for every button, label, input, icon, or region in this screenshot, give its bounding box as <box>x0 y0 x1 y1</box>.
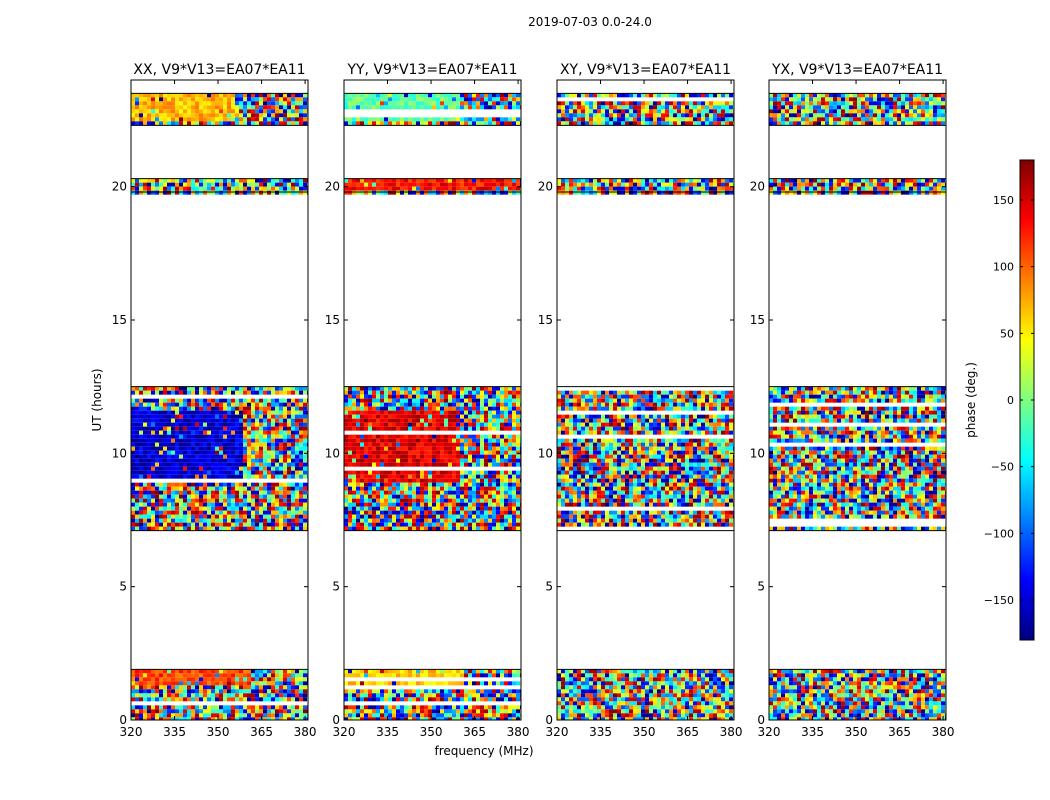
y-tick-label: 20 <box>112 180 127 194</box>
x-tick-label: 335 <box>163 725 186 739</box>
x-tick-label: 335 <box>589 725 612 739</box>
x-tick-label: 350 <box>207 725 230 739</box>
y-tick-label: 0 <box>757 713 765 727</box>
x-tick-label: 335 <box>376 725 399 739</box>
heatmap-panel: XX, V9*V13=EA07*EA11 320 335 350 365 380 0 5 10 1… <box>112 62 317 739</box>
axes-frame <box>556 79 735 721</box>
heatmap-cells <box>557 92 734 720</box>
panel-title: XY, V9*V13=EA07*EA11 <box>560 62 731 78</box>
x-tick-label: 320 <box>120 725 143 739</box>
heatmap-cells <box>769 92 946 720</box>
colorbar-ticks: 150 100 50 0 −50 −100 −150 <box>984 194 1034 607</box>
x-tick-label: 380 <box>720 725 743 739</box>
x-tick-label: 380 <box>932 725 955 739</box>
y-tick-label: 15 <box>538 313 553 327</box>
x-tick-label: 365 <box>676 725 699 739</box>
x-tick-label: 365 <box>888 725 911 739</box>
y-tick-label: 15 <box>112 313 127 327</box>
panel-title: XX, V9*V13=EA07*EA11 <box>133 62 305 78</box>
colorbar-tick-label: 0 <box>1007 394 1014 407</box>
heatmap-cells <box>344 92 521 720</box>
y-tick-label: 0 <box>332 713 340 727</box>
x-tick-label: 380 <box>507 725 530 739</box>
x-tick-label: 365 <box>250 725 273 739</box>
x-tick-label: 350 <box>845 725 868 739</box>
x-tick-label: 350 <box>420 725 443 739</box>
y-tick-label: 10 <box>538 446 553 460</box>
y-tick-label: 5 <box>119 580 127 594</box>
y-tick-label: 5 <box>757 580 765 594</box>
panel-title: YY, V9*V13=EA07*EA11 <box>346 62 517 78</box>
colorbar-tick-label: 50 <box>1000 327 1014 340</box>
y-tick-label: 20 <box>750 180 765 194</box>
heatmap-panel: YY, V9*V13=EA07*EA11 320 335 350 365 380 0 5 10 1… <box>325 62 530 739</box>
y-tick-label: 15 <box>325 313 340 327</box>
heatmap-cells <box>131 92 308 720</box>
y-tick-label: 10 <box>750 446 765 460</box>
colorbar-tick-label: 100 <box>993 261 1014 274</box>
x-tick-label: 350 <box>633 725 656 739</box>
x-axis-label: frequency (MHz) <box>434 744 533 758</box>
y-axis-label: UT (hours) <box>90 368 104 431</box>
x-tick-label: 320 <box>333 725 356 739</box>
colorbar-tick-label: −50 <box>991 461 1014 474</box>
colorbar-tick-label: 150 <box>993 194 1014 207</box>
axes-frame <box>130 79 309 721</box>
x-tick-label: 320 <box>546 725 569 739</box>
panels: XX, V9*V13=EA07*EA11 320 335 350 365 380 0 5 10 1… <box>112 62 955 739</box>
x-tick-label: 335 <box>801 725 824 739</box>
x-tick-label: 365 <box>463 725 486 739</box>
y-tick-label: 20 <box>538 180 553 194</box>
y-tick-label: 15 <box>750 313 765 327</box>
axes-frame <box>768 79 947 721</box>
axes-frame <box>343 79 522 721</box>
heatmap-panel: XY, V9*V13=EA07*EA11 320 335 350 365 380 0 5 10 1… <box>538 62 743 739</box>
colorbar: 150 100 50 0 −50 −100 −150 phase (deg.) <box>964 159 1035 641</box>
y-tick-label: 5 <box>332 580 340 594</box>
y-tick-label: 10 <box>325 446 340 460</box>
y-tick-label: 10 <box>112 446 127 460</box>
x-tick-label: 380 <box>294 725 317 739</box>
y-tick-label: 0 <box>119 713 127 727</box>
y-tick-label: 5 <box>545 580 553 594</box>
colorbar-tick-label: −150 <box>984 594 1014 607</box>
heatmap-panel: YX, V9*V13=EA07*EA11 320 335 350 365 380 0 5 10 1… <box>750 62 955 739</box>
y-tick-label: 0 <box>545 713 553 727</box>
figure-suptitle: 2019-07-03 0.0-24.0 <box>528 15 652 29</box>
colorbar-label: phase (deg.) <box>964 362 978 438</box>
y-tick-label: 20 <box>325 180 340 194</box>
panel-title: YX, V9*V13=EA07*EA11 <box>771 62 943 78</box>
x-tick-label: 320 <box>758 725 781 739</box>
colorbar-tick-label: −100 <box>984 527 1014 540</box>
